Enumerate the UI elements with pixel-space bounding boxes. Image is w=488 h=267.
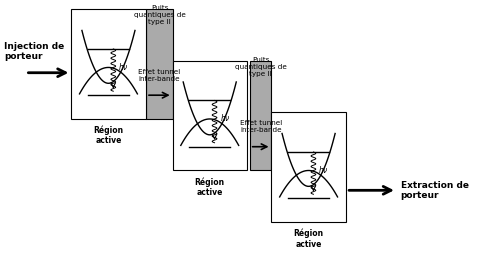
Text: hν: hν [319,166,328,175]
Text: Effet tunnel
inter-bande: Effet tunnel inter-bande [139,69,181,82]
Text: hν: hν [221,115,229,123]
Text: Effet tunnel
inter-bande: Effet tunnel inter-bande [240,120,282,134]
Text: Puits
quantiques de
type II: Puits quantiques de type II [134,5,185,25]
Text: Région
active: Région active [294,229,324,249]
Text: Région
active: Région active [93,125,123,146]
Text: Puits
quantiques de
type II: Puits quantiques de type II [235,57,287,77]
Bar [271,112,346,222]
Text: Extraction de
porteur: Extraction de porteur [401,180,468,200]
Text: Région
active: Région active [195,177,225,197]
Text: hν: hν [119,63,128,72]
Bar [146,9,173,119]
Bar [250,61,271,171]
Bar [173,61,247,171]
Text: Injection de
porteur: Injection de porteur [4,42,64,61]
Bar [71,9,146,119]
